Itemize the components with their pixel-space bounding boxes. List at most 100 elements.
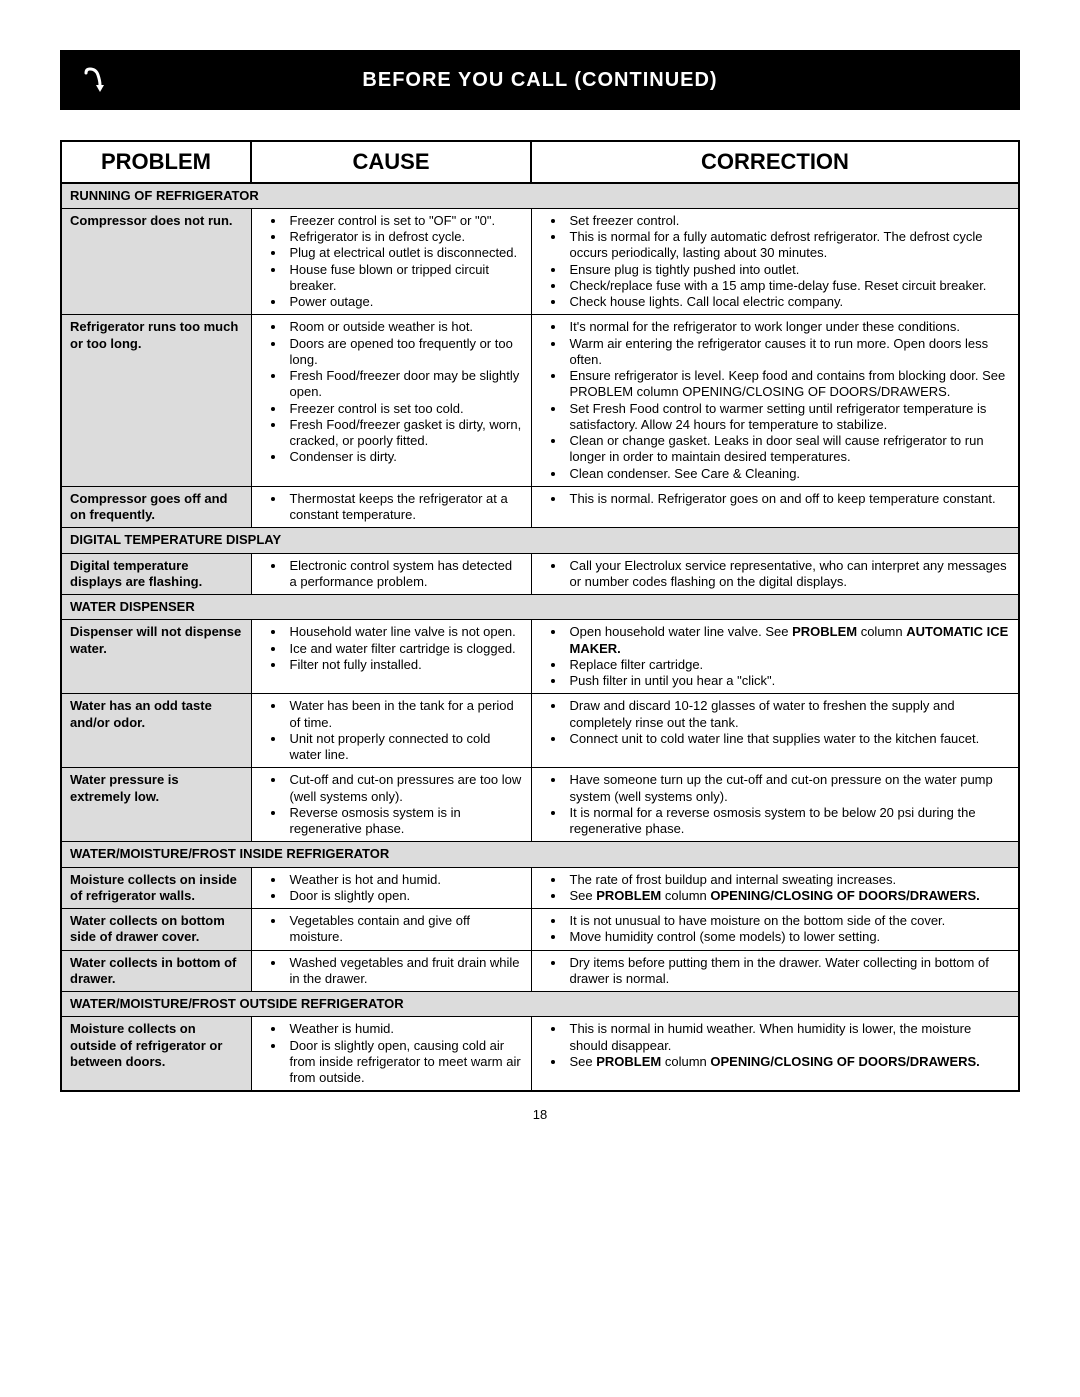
- cause-item: Fresh Food/freezer door may be slightly …: [286, 368, 523, 401]
- correction-list: Open household water line valve. See PRO…: [540, 624, 1011, 689]
- problem-cell: Water pressure is extremely low.: [61, 768, 251, 842]
- cause-item: Plug at electrical outlet is disconnecte…: [286, 245, 523, 261]
- correction-list: This is normal. Refrigerator goes on and…: [540, 491, 1011, 507]
- correction-item: This is normal. Refrigerator goes on and…: [566, 491, 1011, 507]
- table-row: Water has an odd taste and/or odor. Water…: [61, 694, 1019, 768]
- correction-cell: This is normal in humid weather. When hu…: [531, 1017, 1019, 1092]
- cause-list: Vegetables contain and give off moisture…: [260, 913, 523, 946]
- table-row: Water collects in bottom of drawer. Washe…: [61, 950, 1019, 992]
- cause-cell: Washed vegetables and fruit drain while …: [251, 950, 531, 992]
- correction-item: Check house lights. Call local electric …: [566, 294, 1011, 310]
- cause-item: Door is slightly open.: [286, 888, 523, 904]
- section-header-row: RUNNING OF REFRIGERATOR: [61, 183, 1019, 209]
- cause-cell: Thermostat keeps the refrigerator at a c…: [251, 486, 531, 528]
- cause-item: Unit not properly connected to cold wate…: [286, 731, 523, 764]
- cause-cell: Household water line valve is not open.I…: [251, 620, 531, 694]
- problem-cell: Water has an odd taste and/or odor.: [61, 694, 251, 768]
- correction-item: Check/replace fuse with a 15 amp time-de…: [566, 278, 1011, 294]
- correction-cell: The rate of frost buildup and internal s…: [531, 867, 1019, 909]
- table-row: Moisture collects on outside of refriger…: [61, 1017, 1019, 1092]
- cause-cell: Vegetables contain and give off moisture…: [251, 909, 531, 951]
- correction-item: Ensure refrigerator is level. Keep food …: [566, 368, 1011, 401]
- correction-cell: Call your Electrolux service representat…: [531, 553, 1019, 595]
- section-title: WATER/MOISTURE/FROST OUTSIDE REFRIGERATO…: [61, 992, 1019, 1017]
- col-problem: PROBLEM: [61, 141, 251, 183]
- table-row: Refrigerator runs too much or too long.R…: [61, 315, 1019, 487]
- section-title: RUNNING OF REFRIGERATOR: [61, 183, 1019, 209]
- table-body: RUNNING OF REFRIGERATORCompressor does n…: [61, 183, 1019, 1092]
- section-header-row: WATER DISPENSER: [61, 595, 1019, 620]
- cause-list: Thermostat keeps the refrigerator at a c…: [260, 491, 523, 524]
- cause-item: Water has been in the tank for a period …: [286, 698, 523, 731]
- problem-cell: Refrigerator runs too much or too long.: [61, 315, 251, 487]
- problem-cell: Moisture collects on inside of refrigera…: [61, 867, 251, 909]
- cause-list: Weather is humid.Door is slightly open, …: [260, 1021, 523, 1086]
- section-title: DIGITAL TEMPERATURE DISPLAY: [61, 528, 1019, 553]
- table-row: Digital temperature displays are flashin…: [61, 553, 1019, 595]
- table-row: Water collects on bottom side of drawer …: [61, 909, 1019, 951]
- correction-item: This is normal for a fully automatic def…: [566, 229, 1011, 262]
- page: BEFORE YOU CALL (CONTINUED) PROBLEM CAUS…: [0, 0, 1080, 1162]
- cause-item: Ice and water filter cartridge is clogge…: [286, 641, 523, 657]
- section-title: WATER/MOISTURE/FROST INSIDE REFRIGERATOR: [61, 842, 1019, 867]
- cause-item: Cut-off and cut-on pressures are too low…: [286, 772, 523, 805]
- cause-item: Freezer control is set too cold.: [286, 401, 523, 417]
- cause-list: Room or outside weather is hot.Doors are…: [260, 319, 523, 465]
- cause-item: Power outage.: [286, 294, 523, 310]
- table-row: Compressor does not run.Freezer control …: [61, 208, 1019, 315]
- cause-list: Washed vegetables and fruit drain while …: [260, 955, 523, 988]
- cause-list: Electronic control system has detected a…: [260, 558, 523, 591]
- cause-item: Weather is hot and humid.: [286, 872, 523, 888]
- correction-cell: Draw and discard 10-12 glasses of water …: [531, 694, 1019, 768]
- troubleshooting-table: PROBLEM CAUSE CORRECTION RUNNING OF REFR…: [60, 140, 1020, 1092]
- cause-cell: Freezer control is set to "OF" or "0".Re…: [251, 208, 531, 315]
- correction-item: Connect unit to cold water line that sup…: [566, 731, 1011, 747]
- correction-item: It's normal for the refrigerator to work…: [566, 319, 1011, 335]
- cause-list: Freezer control is set to "OF" or "0".Re…: [260, 213, 523, 311]
- cause-item: Condenser is dirty.: [286, 449, 523, 465]
- correction-list: The rate of frost buildup and internal s…: [540, 872, 1011, 905]
- correction-item: Set freezer control.: [566, 213, 1011, 229]
- header-bar: BEFORE YOU CALL (CONTINUED): [60, 50, 1020, 110]
- cause-cell: Room or outside weather is hot.Doors are…: [251, 315, 531, 487]
- table-row: Compressor goes off and on frequently. Th…: [61, 486, 1019, 528]
- problem-cell: Compressor goes off and on frequently.: [61, 486, 251, 528]
- correction-item: It is not unusual to have moisture on th…: [566, 913, 1011, 929]
- table-row: Water pressure is extremely low. Cut-off …: [61, 768, 1019, 842]
- problem-cell: Digital temperature displays are flashin…: [61, 553, 251, 595]
- correction-item: Have someone turn up the cut-off and cut…: [566, 772, 1011, 805]
- correction-cell: This is normal. Refrigerator goes on and…: [531, 486, 1019, 528]
- correction-item: Clean condenser. See Care & Cleaning.: [566, 466, 1011, 482]
- section-header-row: WATER/MOISTURE/FROST INSIDE REFRIGERATOR: [61, 842, 1019, 867]
- correction-item: Set Fresh Food control to warmer setting…: [566, 401, 1011, 434]
- cause-item: House fuse blown or tripped circuit brea…: [286, 262, 523, 295]
- correction-list: Dry items before putting them in the dra…: [540, 955, 1011, 988]
- cause-item: Door is slightly open, causing cold air …: [286, 1038, 523, 1087]
- col-cause: CAUSE: [251, 141, 531, 183]
- cause-item: Weather is humid.: [286, 1021, 523, 1037]
- correction-list: It is not unusual to have moisture on th…: [540, 913, 1011, 946]
- correction-cell: Have someone turn up the cut-off and cut…: [531, 768, 1019, 842]
- correction-list: This is normal in humid weather. When hu…: [540, 1021, 1011, 1070]
- cause-item: Freezer control is set to "OF" or "0".: [286, 213, 523, 229]
- correction-item: Warm air entering the refrigerator cause…: [566, 336, 1011, 369]
- problem-cell: Moisture collects on outside of refriger…: [61, 1017, 251, 1092]
- correction-list: Have someone turn up the cut-off and cut…: [540, 772, 1011, 837]
- correction-item: Move humidity control (some models) to l…: [566, 929, 1011, 945]
- correction-list: Set freezer control.This is normal for a…: [540, 213, 1011, 311]
- problem-cell: Compressor does not run.: [61, 208, 251, 315]
- correction-cell: Dry items before putting them in the dra…: [531, 950, 1019, 992]
- cause-item: Refrigerator is in defrost cycle.: [286, 229, 523, 245]
- correction-item: Call your Electrolux service representat…: [566, 558, 1011, 591]
- correction-item: Draw and discard 10-12 glasses of water …: [566, 698, 1011, 731]
- section-title: WATER DISPENSER: [61, 595, 1019, 620]
- hook-arrow-icon: [80, 65, 110, 95]
- problem-cell: Water collects in bottom of drawer.: [61, 950, 251, 992]
- table-header-row: PROBLEM CAUSE CORRECTION: [61, 141, 1019, 183]
- cause-item: Filter not fully installed.: [286, 657, 523, 673]
- correction-cell: Set freezer control.This is normal for a…: [531, 208, 1019, 315]
- problem-cell: Water collects on bottom side of drawer …: [61, 909, 251, 951]
- correction-list: It's normal for the refrigerator to work…: [540, 319, 1011, 482]
- cause-item: Room or outside weather is hot.: [286, 319, 523, 335]
- cause-cell: Cut-off and cut-on pressures are too low…: [251, 768, 531, 842]
